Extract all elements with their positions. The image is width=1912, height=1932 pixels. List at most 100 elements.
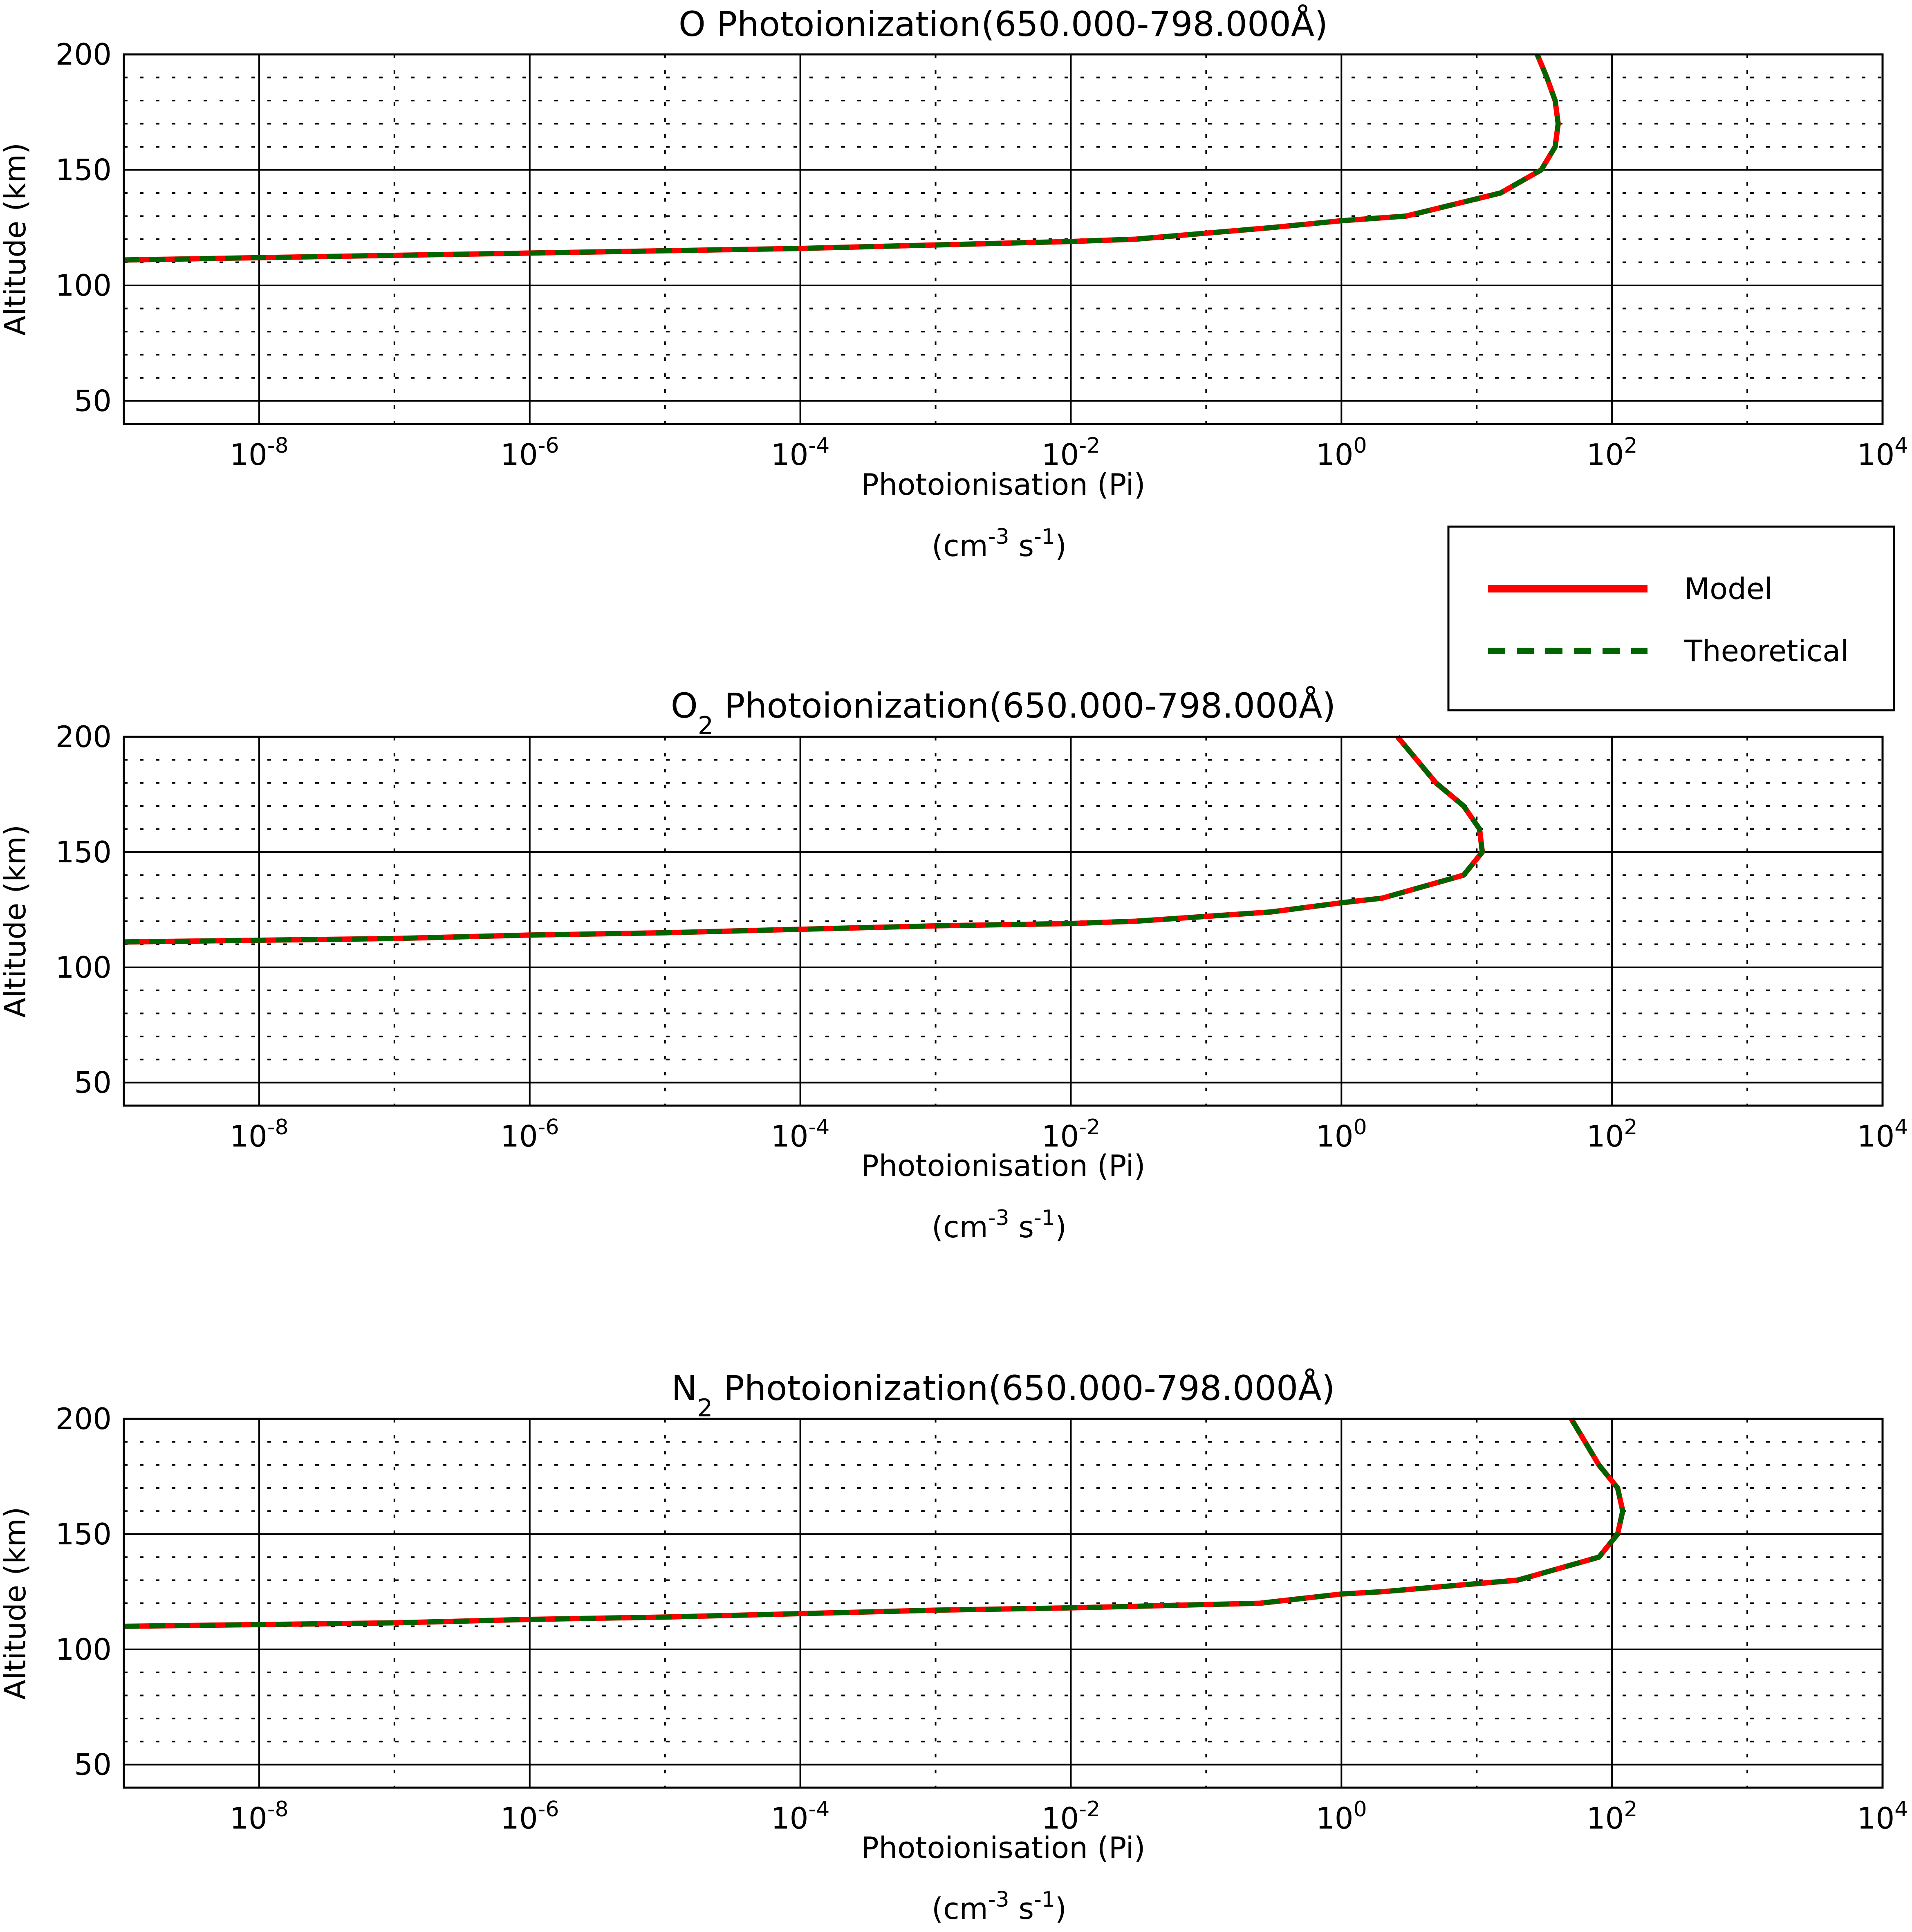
x-tick-label: 10-8 bbox=[230, 1115, 288, 1153]
units-end: ) bbox=[1055, 529, 1067, 563]
y-tick-label: 50 bbox=[74, 384, 112, 418]
plot-frame bbox=[123, 736, 1884, 1107]
x-tick-label: 104 bbox=[1857, 433, 1908, 472]
x-tick-exponent: 2 bbox=[1624, 1115, 1637, 1140]
x-tick-base: 10 bbox=[771, 1801, 809, 1836]
x-tick-label: 10-2 bbox=[1042, 433, 1100, 472]
units-base: (cm bbox=[932, 1892, 988, 1926]
x-axis-label: Photoionisation (Pi) bbox=[861, 467, 1145, 502]
series-line-model bbox=[123, 1417, 1625, 1629]
x-tick-base: 10 bbox=[230, 1801, 267, 1836]
x-tick-exponent: -8 bbox=[267, 1797, 289, 1822]
y-tick-label: 100 bbox=[56, 950, 112, 985]
x-tick-label: 100 bbox=[1316, 433, 1367, 472]
x-tick-exponent: 2 bbox=[1624, 433, 1637, 458]
title-subscript: 2 bbox=[697, 1394, 713, 1423]
units-exp: -3 bbox=[988, 1206, 1009, 1230]
x-tick-label: 100 bbox=[1316, 1797, 1367, 1836]
x-tick-base: 10 bbox=[771, 1119, 809, 1153]
units-mid: s bbox=[1009, 529, 1034, 563]
title-species: N bbox=[671, 1368, 697, 1408]
title-subscript: 2 bbox=[698, 711, 713, 740]
y-axis-label: Altitude (km) bbox=[0, 143, 32, 336]
x-tick-label: 10-4 bbox=[771, 433, 829, 472]
x-tick-base: 10 bbox=[230, 438, 267, 472]
x-tick-label: 10-8 bbox=[230, 433, 288, 472]
x-tick-base: 10 bbox=[1316, 1801, 1354, 1836]
x-tick-base: 10 bbox=[1857, 1119, 1895, 1153]
x-axis-units: (cm-3 s-1) bbox=[932, 1206, 1067, 1244]
x-tick-exponent: -4 bbox=[808, 433, 829, 458]
x-tick-base: 10 bbox=[1042, 1119, 1079, 1153]
x-tick-exponent: -6 bbox=[538, 433, 559, 458]
units-mid: s bbox=[1009, 1892, 1034, 1926]
x-tick-exponent: -4 bbox=[808, 1797, 829, 1822]
series-line-theoretical bbox=[123, 1417, 1625, 1629]
x-tick-exponent: -2 bbox=[1079, 433, 1100, 458]
legend-box bbox=[1447, 525, 1895, 711]
y-tick-label: 150 bbox=[56, 153, 112, 187]
units-exp: -3 bbox=[988, 1887, 1009, 1912]
x-tick-base: 10 bbox=[1042, 1801, 1079, 1836]
x-tick-label: 10-6 bbox=[500, 433, 559, 472]
x-tick-exponent: 4 bbox=[1894, 433, 1908, 458]
y-tick-label: 200 bbox=[56, 1402, 112, 1436]
subplot-title: O Photoionization(650.000-798.000Å) bbox=[679, 4, 1328, 44]
x-tick-base: 10 bbox=[1587, 1801, 1624, 1836]
subplot-title: O2 Photoionization(650.000-798.000Å) bbox=[671, 685, 1336, 740]
x-tick-label: 102 bbox=[1587, 433, 1638, 472]
y-axis-label: Altitude (km) bbox=[0, 825, 32, 1018]
x-tick-exponent: 0 bbox=[1354, 1115, 1367, 1140]
units-end: ) bbox=[1055, 1892, 1067, 1926]
units-end: ) bbox=[1055, 1210, 1067, 1244]
x-axis-label: Photoionisation (Pi) bbox=[861, 1831, 1145, 1865]
y-tick-label: 150 bbox=[56, 1517, 112, 1551]
x-tick-base: 10 bbox=[500, 1801, 538, 1836]
x-tick-label: 10-2 bbox=[1042, 1797, 1100, 1836]
y-tick-label: 50 bbox=[74, 1066, 112, 1100]
title-species: O bbox=[679, 4, 706, 44]
x-tick-exponent: 2 bbox=[1624, 1797, 1637, 1822]
x-tick-exponent: -8 bbox=[267, 1115, 289, 1140]
x-axis-label: Photoionisation (Pi) bbox=[861, 1149, 1145, 1183]
title-rest: Photoionization(650.000-798.000Å) bbox=[706, 4, 1328, 44]
subplot-title: N2 Photoionization(650.000-798.000Å) bbox=[671, 1368, 1335, 1423]
x-tick-label: 100 bbox=[1316, 1115, 1367, 1153]
units-base: (cm bbox=[932, 529, 988, 563]
series-line-model bbox=[123, 53, 1561, 263]
x-tick-base: 10 bbox=[1316, 438, 1354, 472]
x-tick-label: 10-2 bbox=[1042, 1115, 1100, 1153]
y-axis-label: Altitude (km) bbox=[0, 1507, 32, 1700]
x-tick-label: 10-4 bbox=[771, 1797, 829, 1836]
x-tick-label: 10-4 bbox=[771, 1115, 829, 1153]
x-tick-base: 10 bbox=[1587, 438, 1624, 472]
plot-frame bbox=[123, 53, 1884, 425]
x-tick-label: 104 bbox=[1857, 1797, 1908, 1836]
series-line-theoretical bbox=[123, 53, 1561, 263]
y-tick-label: 200 bbox=[56, 720, 112, 754]
y-tick-label: 50 bbox=[74, 1748, 112, 1782]
x-tick-base: 10 bbox=[500, 438, 538, 472]
x-axis-units: (cm-3 s-1) bbox=[932, 525, 1067, 563]
x-tick-exponent: -6 bbox=[538, 1115, 559, 1140]
x-tick-base: 10 bbox=[500, 1119, 538, 1153]
x-tick-exponent: -2 bbox=[1079, 1115, 1100, 1140]
x-tick-base: 10 bbox=[1857, 438, 1895, 472]
y-tick-label: 200 bbox=[56, 37, 112, 72]
x-tick-exponent: -2 bbox=[1079, 1797, 1100, 1822]
x-tick-exponent: 4 bbox=[1894, 1115, 1908, 1140]
title-rest: Photoionization(650.000-798.000Å) bbox=[713, 685, 1336, 726]
x-tick-base: 10 bbox=[1857, 1801, 1895, 1836]
units-exp: -1 bbox=[1034, 525, 1055, 549]
x-tick-label: 10-6 bbox=[500, 1115, 559, 1153]
title-species: O bbox=[671, 686, 698, 726]
y-tick-label: 150 bbox=[56, 835, 112, 869]
x-tick-base: 10 bbox=[1587, 1119, 1624, 1153]
units-exp: -1 bbox=[1034, 1887, 1055, 1912]
plot-frame bbox=[123, 1418, 1884, 1789]
x-tick-exponent: 4 bbox=[1894, 1797, 1908, 1822]
